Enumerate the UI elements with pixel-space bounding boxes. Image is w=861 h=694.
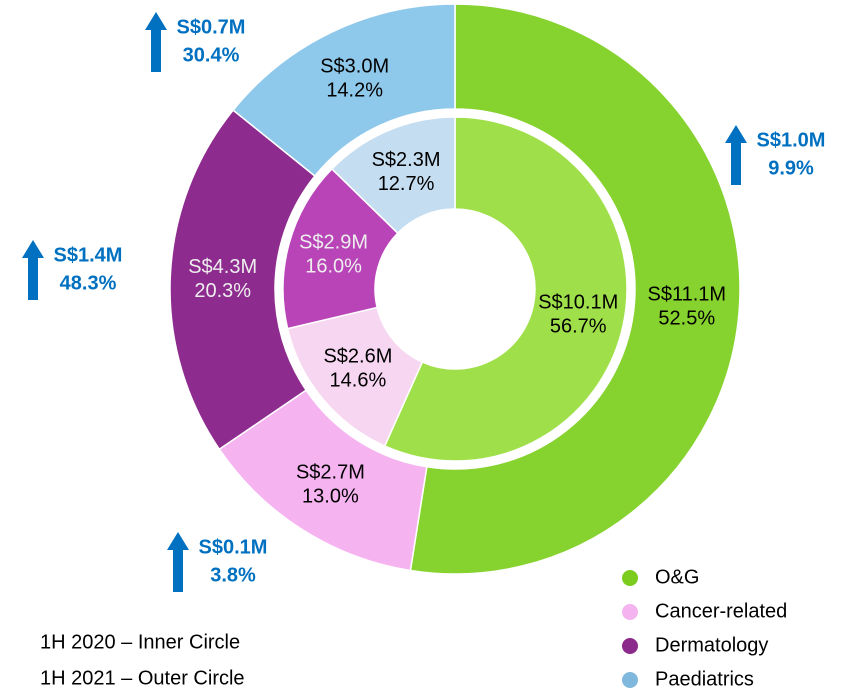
donut-segment [383, 116, 628, 462]
segment-percent: 14.6% [330, 370, 387, 392]
change-percent: 30.4% [183, 44, 240, 66]
legend-label: Dermatology [655, 634, 768, 656]
donut-segment [286, 306, 424, 447]
segment-amount: S$10.1M [538, 292, 618, 314]
legend-label: Paediatrics [655, 668, 754, 690]
legend-marker [622, 570, 638, 586]
note: 1H 2021 – Outer Circle [40, 667, 245, 689]
segment-percent: 56.7% [550, 316, 607, 338]
up-arrow [145, 12, 167, 72]
legend-marker [622, 672, 638, 688]
change-amount: S$0.1M [199, 536, 268, 558]
segment-percent: 52.5% [658, 308, 715, 330]
donut-segment [169, 109, 316, 451]
legend-marker [622, 604, 638, 620]
change-amount: S$0.7M [177, 16, 246, 38]
segment-amount: S$4.3M [188, 256, 257, 278]
donut-segment [330, 116, 456, 235]
donut-segment [409, 3, 741, 575]
segment-percent: 16.0% [305, 256, 362, 278]
segment-percent: 13.0% [302, 486, 359, 508]
segment-amount: S$3.0M [320, 56, 389, 78]
change-percent: 48.3% [60, 272, 117, 294]
legend-marker [622, 638, 638, 654]
segment-percent: 12.7% [378, 173, 435, 195]
change-percent: 3.8% [210, 564, 256, 586]
segment-percent: 20.3% [194, 280, 251, 302]
segment-amount: S$2.3M [372, 149, 441, 171]
donut-segment [232, 3, 456, 178]
donut-segment [282, 167, 399, 330]
segment-percent: 14.2% [326, 80, 383, 102]
change-percent: 9.9% [768, 157, 814, 179]
legend-label: Cancer-related [655, 600, 787, 622]
segment-amount: S$11.1M [647, 284, 726, 306]
note: 1H 2020 – Inner Circle [40, 631, 240, 653]
up-arrow [22, 240, 44, 300]
up-arrow [167, 532, 189, 592]
change-amount: S$1.0M [757, 129, 826, 151]
segment-amount: S$2.9M [299, 232, 368, 254]
up-arrow [725, 125, 747, 185]
legend-label: O&G [655, 566, 699, 588]
change-amount: S$1.4M [54, 244, 123, 266]
segment-amount: S$2.6M [323, 346, 392, 368]
segment-amount: S$2.7M [296, 462, 365, 484]
